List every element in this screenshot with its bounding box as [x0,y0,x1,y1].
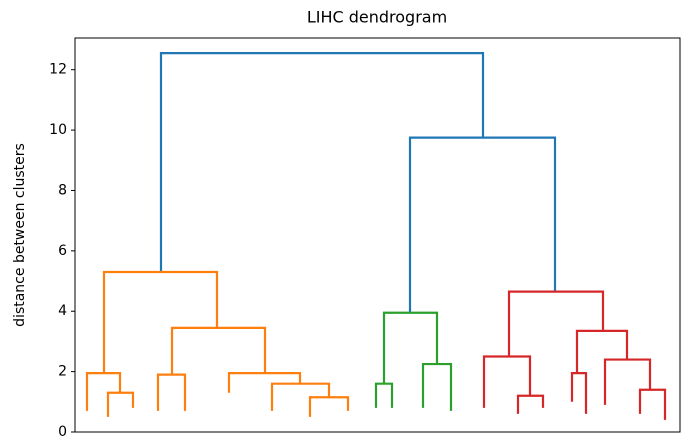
chart-title: LIHC dendrogram [307,8,447,27]
y-tick-label: 2 [58,364,67,380]
y-tick-label: 6 [58,243,67,259]
y-tick-label: 10 [49,122,67,138]
y-tick-label: 4 [58,303,67,319]
link [308,396,350,417]
link [85,372,122,411]
link [159,51,485,272]
link [638,388,667,420]
link [507,290,605,357]
link [408,136,557,313]
link [575,329,629,374]
link [374,382,394,408]
link [421,362,453,411]
link [227,372,302,393]
link [170,326,267,375]
y-tick-label: 0 [58,424,67,440]
plot-frame [74,37,681,433]
link [156,373,187,411]
link [270,382,331,411]
link [482,355,532,408]
link [570,372,588,414]
link [516,394,545,414]
y-axis-label: distance between clusters [12,143,28,327]
link [382,311,439,384]
link [102,270,219,374]
link [603,358,652,405]
y-tick-label: 12 [49,62,67,78]
y-tick-label: 8 [58,182,67,198]
link [106,391,135,417]
